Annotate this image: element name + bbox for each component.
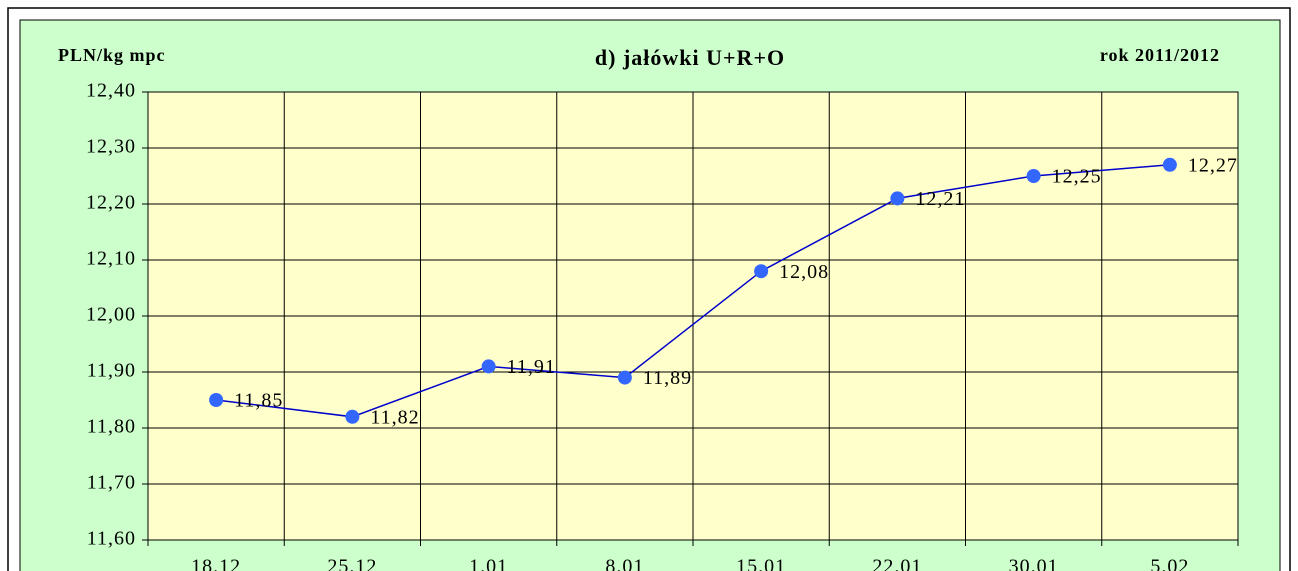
data-label: 12,27 — [1188, 154, 1238, 176]
y-tick-label: 11,90 — [87, 360, 136, 382]
x-tick-label: 1.01 — [469, 556, 508, 571]
data-label: 12,25 — [1052, 166, 1102, 188]
y-tick-label: 12,10 — [86, 248, 136, 270]
data-label: 12,21 — [915, 188, 965, 210]
data-label: 11,91 — [507, 356, 556, 378]
data-label: 11,89 — [643, 367, 692, 389]
x-tick-label: 8.01 — [605, 556, 644, 571]
data-point — [345, 409, 360, 424]
x-tick-label: 5.02 — [1150, 556, 1189, 571]
data-label: 11,85 — [234, 390, 283, 412]
series-line — [216, 164, 1170, 418]
data-point — [209, 393, 224, 407]
y-tick-label: 12,20 — [86, 192, 136, 214]
y-axis-label: PLN/kg mpc — [58, 45, 166, 65]
data-label: 12,08 — [779, 261, 829, 283]
data-label: 11,82 — [370, 406, 419, 428]
data-point — [890, 191, 905, 206]
y-tick-label: 12,40 — [86, 80, 136, 102]
data-point — [754, 264, 769, 279]
chart-title: d) jałówki U+R+O — [595, 45, 785, 70]
y-tick-label: 11,70 — [87, 472, 136, 494]
x-tick-label: 25.12 — [327, 556, 377, 571]
x-tick-label: 22.01 — [872, 556, 922, 571]
data-point — [481, 359, 496, 374]
data-point — [1162, 157, 1177, 172]
data-point — [617, 370, 632, 385]
data-point — [1026, 169, 1041, 183]
x-tick-label: 15.01 — [736, 556, 786, 571]
y-tick-label: 11,80 — [87, 416, 136, 438]
y-tick-label: 12,30 — [86, 136, 136, 158]
chart-subtitle: rok 2011/2012 — [1100, 45, 1220, 65]
x-tick-label: 18.12 — [191, 556, 241, 571]
plot-border — [147, 91, 1239, 541]
y-tick-label: 12,00 — [86, 304, 136, 326]
y-tick-label: 11,60 — [87, 528, 136, 550]
x-tick-label: 30.01 — [1009, 556, 1059, 571]
